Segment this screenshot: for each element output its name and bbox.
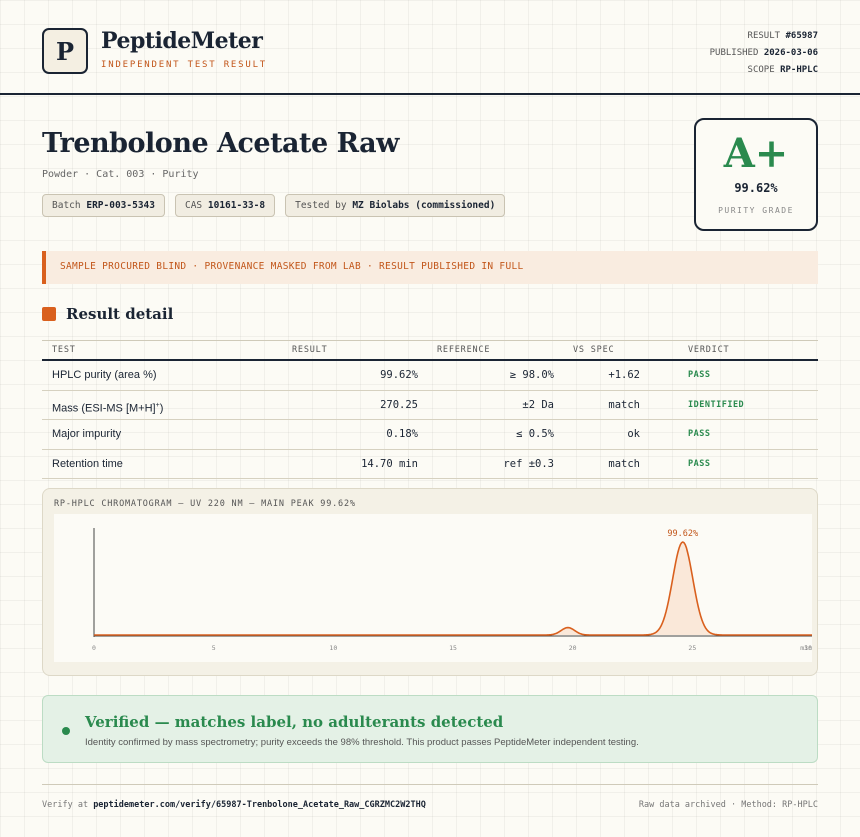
verification-card: Verified — matches label, no adulterants… [42, 695, 818, 763]
test-vs-spec: match [608, 457, 640, 470]
test-name-suffix: ) [159, 402, 164, 415]
test-vs-spec: match [608, 398, 640, 411]
grade-value: 99.62% [734, 181, 778, 195]
grade-letter: A+ [723, 130, 789, 177]
test-result: 0.18% [386, 428, 418, 440]
test-verdict: PASS [688, 370, 711, 380]
product-title: Trenbolone Acetate Raw [42, 128, 399, 159]
header-result: RESULT [292, 345, 328, 355]
verified-title: Verified — matches label, no adulterants… [85, 713, 504, 731]
peak-label: 99.62% [667, 529, 698, 539]
result-number: #65987 [785, 31, 818, 41]
chip-label: CAS [184, 200, 203, 211]
cas-chip: CAS 10161-33-8 [174, 194, 276, 217]
purity-grade-card: A+ 99.62% PURITY GRADE [694, 118, 818, 231]
report-meta: RESULT #65987 PUBLISHED 2026-03-06 SCOPE… [710, 28, 818, 79]
table-row: Mass (ESI-MS [M+H]+) 270.25 ±2 Da match … [42, 391, 818, 424]
report-header: P PeptideMeter INDEPENDENT TEST RESULT R… [0, 0, 860, 95]
test-reference: ≥ 98.0% [509, 369, 554, 381]
header-test: TEST [52, 345, 76, 355]
blind-sample-banner: SAMPLE PROCURED BLIND · PROVENANCE MASKE… [42, 251, 818, 284]
header-reference: REFERENCE [437, 345, 491, 355]
section-title: Result detail [66, 305, 174, 323]
test-result: 14.70 min [361, 457, 418, 470]
brand-name: PeptideMeter [101, 28, 263, 54]
chromatogram-panel: RP-HPLC CHROMATOGRAM — UV 220 NM — MAIN … [42, 488, 818, 676]
footer-verify: Verify at peptidemeter.com/verify/65987-… [42, 800, 426, 810]
test-name: Mass (ESI-MS [M+H]+) [52, 391, 163, 424]
batch-chip: Batch ERP-003-5343 [42, 194, 165, 217]
test-name: Retention time [52, 457, 123, 470]
test-reference: ±2 Da [522, 398, 554, 411]
result-detail-heading: Result detail [42, 305, 173, 323]
result-table: TEST RESULT REFERENCE VS SPEC VERDICT HP… [42, 340, 818, 479]
x-tick-label: 5 [212, 644, 216, 652]
chart-title: RP-HPLC CHROMATOGRAM — UV 220 NM — MAIN … [54, 499, 356, 509]
table-header: TEST RESULT REFERENCE VS SPEC VERDICT [42, 341, 818, 361]
test-reference: ≤ 0.5% [516, 428, 554, 440]
chip-label: Tested by [295, 200, 347, 211]
verified-dot-icon [62, 727, 70, 735]
table-row: Retention time 14.70 min ref ±0.3 match … [42, 450, 818, 479]
grade-label: PURITY GRADE [718, 206, 794, 215]
logo: P [42, 28, 88, 74]
test-name-sup: + [155, 401, 160, 409]
chip-label: Batch [52, 200, 81, 211]
tested-by-chip: Tested by MZ Biolabs (commissioned) [285, 194, 506, 217]
verify-link[interactable]: peptidemeter.com/verify/65987-Trenbolone… [93, 800, 426, 810]
section-marker-icon [42, 307, 56, 321]
table-row: Major impurity 0.18% ≤ 0.5% ok PASS [42, 420, 818, 450]
brand-tagline: INDEPENDENT TEST RESULT [101, 60, 268, 70]
published-label: PUBLISHED [709, 48, 759, 58]
test-result: 270.25 [380, 398, 418, 411]
x-tick-label: 15 [449, 644, 457, 652]
chart-plot-area [54, 514, 812, 662]
chromatogram-line [94, 541, 812, 636]
test-verdict: PASS [688, 429, 711, 439]
test-name-text: Mass (ESI-MS [M+H] [52, 402, 156, 415]
test-reference: ref ±0.3 [503, 457, 554, 470]
scope-value: RP-HPLC [780, 65, 818, 75]
footer-archive-note: Raw data archived · Method: RP-HPLC [638, 800, 818, 810]
test-name: HPLC purity (area %) [52, 369, 157, 381]
x-tick-label: 10 [329, 644, 337, 652]
scope-label: SCOPE [747, 65, 775, 75]
verified-description: Identity confirmed by mass spectrometry;… [85, 737, 639, 748]
footer-divider [42, 784, 818, 785]
header-verdict: VERDICT [688, 345, 730, 355]
test-vs-spec: ok [627, 428, 640, 440]
test-name: Major impurity [52, 428, 122, 440]
chip-value: MZ Biolabs (commissioned) [352, 200, 496, 211]
chip-value: 10161-33-8 [207, 200, 266, 211]
test-verdict: PASS [688, 458, 711, 469]
x-tick-label: 20 [569, 644, 577, 652]
x-tick-label: 25 [688, 644, 696, 652]
x-tick-label: 30 [804, 644, 812, 652]
test-result: 99.62% [380, 369, 418, 381]
x-tick-label: 0 [92, 644, 96, 652]
published-date: 2026-03-06 [763, 48, 818, 58]
test-vs-spec: +1.62 [608, 369, 640, 381]
table-row: HPLC purity (area %) 99.62% ≥ 98.0% +1.6… [42, 361, 818, 391]
result-label: RESULT [747, 31, 781, 41]
test-verdict: IDENTIFIED [688, 399, 745, 410]
product-subtitle: Powder · Cat. 003 · Purity [42, 169, 199, 180]
chip-value: ERP-003-5343 [86, 200, 155, 211]
x-unit-label: min [800, 644, 812, 652]
header-vs-spec: VS SPEC [573, 345, 615, 355]
product-chips: Batch ERP-003-5343 CAS 10161-33-8 Tested… [42, 194, 506, 217]
verify-label: Verify at [42, 800, 89, 810]
